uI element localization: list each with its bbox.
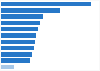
Bar (1, 40, 35, 44)
Bar (1, 2, 91, 6)
Bar (1, 58, 30, 63)
Bar (1, 52, 32, 57)
Bar (1, 46, 34, 50)
Bar (1, 65, 14, 69)
Bar (1, 21, 40, 25)
Bar (1, 8, 60, 13)
Bar (1, 14, 44, 19)
Bar (1, 27, 38, 31)
Bar (1, 33, 36, 38)
